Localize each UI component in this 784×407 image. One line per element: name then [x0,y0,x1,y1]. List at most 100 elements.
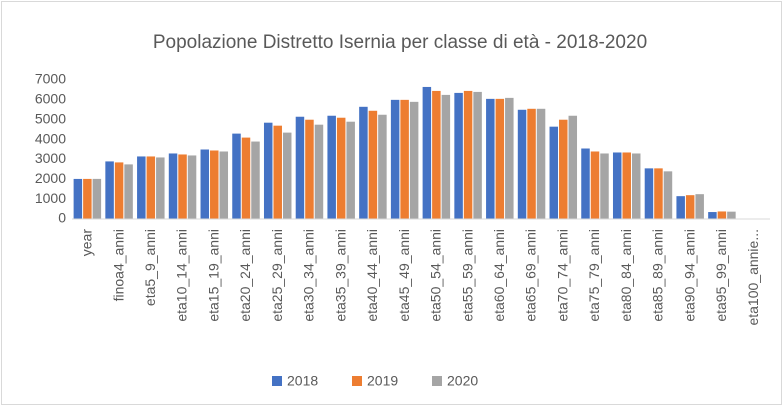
x-tick-label: eta85_89_anni [650,229,666,322]
legend-swatch [272,376,282,386]
bar [400,99,409,219]
bar [612,152,622,219]
bar [241,137,251,219]
bar [146,156,156,219]
bar [232,133,241,219]
bar [708,212,717,219]
bar [622,152,631,219]
bar [727,211,736,219]
y-tick-label: 4000 [35,130,66,146]
x-tick-label: eta10_14_anni [174,229,190,322]
bar [717,211,727,219]
x-tick-label: eta65_69_anni [523,229,539,322]
bar [178,154,187,219]
bar [517,109,527,219]
bar [432,90,441,220]
bar [187,155,197,219]
bar [486,98,495,219]
bar [282,132,292,219]
bar [663,171,673,219]
bar [409,101,419,219]
y-tick-label: 7000 [35,71,66,87]
legend-swatch [352,376,362,386]
bar [114,162,124,219]
bar [549,126,559,219]
bar [359,106,368,219]
bar [559,119,568,219]
bar [295,116,305,219]
bar [92,178,102,219]
bar [124,164,133,219]
bar [168,153,178,219]
legend-label: 2020 [447,373,478,389]
bar [568,115,578,219]
x-tick-label: eta35_39_anni [332,229,348,322]
x-tick-label: eta50_54_anni [428,229,444,322]
x-tick-label: eta25_29_anni [269,229,285,322]
x-tick-label: eta15_19_anni [205,229,221,322]
bar [454,92,463,219]
x-tick-label: eta90_94_anni [681,229,697,322]
bar [273,125,282,219]
bar [200,149,210,219]
y-tick-label: 3000 [35,150,66,166]
legend-swatch [432,376,442,386]
bar [654,168,663,219]
x-tick-label: eta70_74_anni [554,229,570,322]
x-tick-label: eta45_49_anni [396,229,412,322]
bar [422,86,432,219]
bar [137,156,146,219]
bar [527,108,536,219]
x-tick-label: eta55_59_anni [459,229,475,322]
x-tick-label: eta95_99_anni [713,229,729,322]
x-tick-label: eta30_34_anni [301,229,317,322]
bar [314,124,324,219]
bar [327,115,336,219]
y-tick-label: 2000 [35,170,66,186]
x-tick-label: eta20_24_anni [237,229,253,322]
y-tick-label: 1000 [35,190,66,206]
bar [73,178,83,219]
x-tick-label: eta100_annie... [745,229,761,326]
bar [695,194,704,219]
bar [83,178,92,219]
bar [219,151,229,219]
bar [156,157,165,219]
bar [263,122,273,219]
legend-label: 2019 [367,373,398,389]
bar [346,121,355,219]
bar [536,108,546,219]
bar [590,151,600,219]
x-tick-label: eta80_84_anni [618,229,634,322]
x-tick-label: eta5_9_anni [142,229,158,306]
x-tick-label: eta75_79_anni [586,229,602,322]
bar [685,195,695,219]
x-tick-label: eta40_44_anni [364,229,380,322]
y-tick-label: 6000 [35,91,66,107]
bar [441,94,451,219]
bar [473,91,482,219]
bar [581,148,590,219]
x-tick-label: year [79,229,95,257]
y-tick-label: 0 [58,210,66,226]
bar [463,90,473,220]
bar [631,153,641,219]
bar [251,141,260,219]
y-tick-label: 5000 [35,110,66,126]
legend-label: 2018 [287,373,318,389]
bar [505,97,514,219]
bar [378,114,387,219]
bar [105,161,114,219]
chart-title: Popolazione Distretto Isernia per classe… [153,32,647,53]
bar [495,98,505,219]
bar [210,150,219,219]
bar [336,117,346,219]
x-tick-label: finoa4_anni [110,229,126,301]
x-tick-label: eta60_64_anni [491,229,507,322]
bar [676,196,685,219]
bar [390,99,400,219]
bar [644,168,654,219]
bar [600,153,609,219]
